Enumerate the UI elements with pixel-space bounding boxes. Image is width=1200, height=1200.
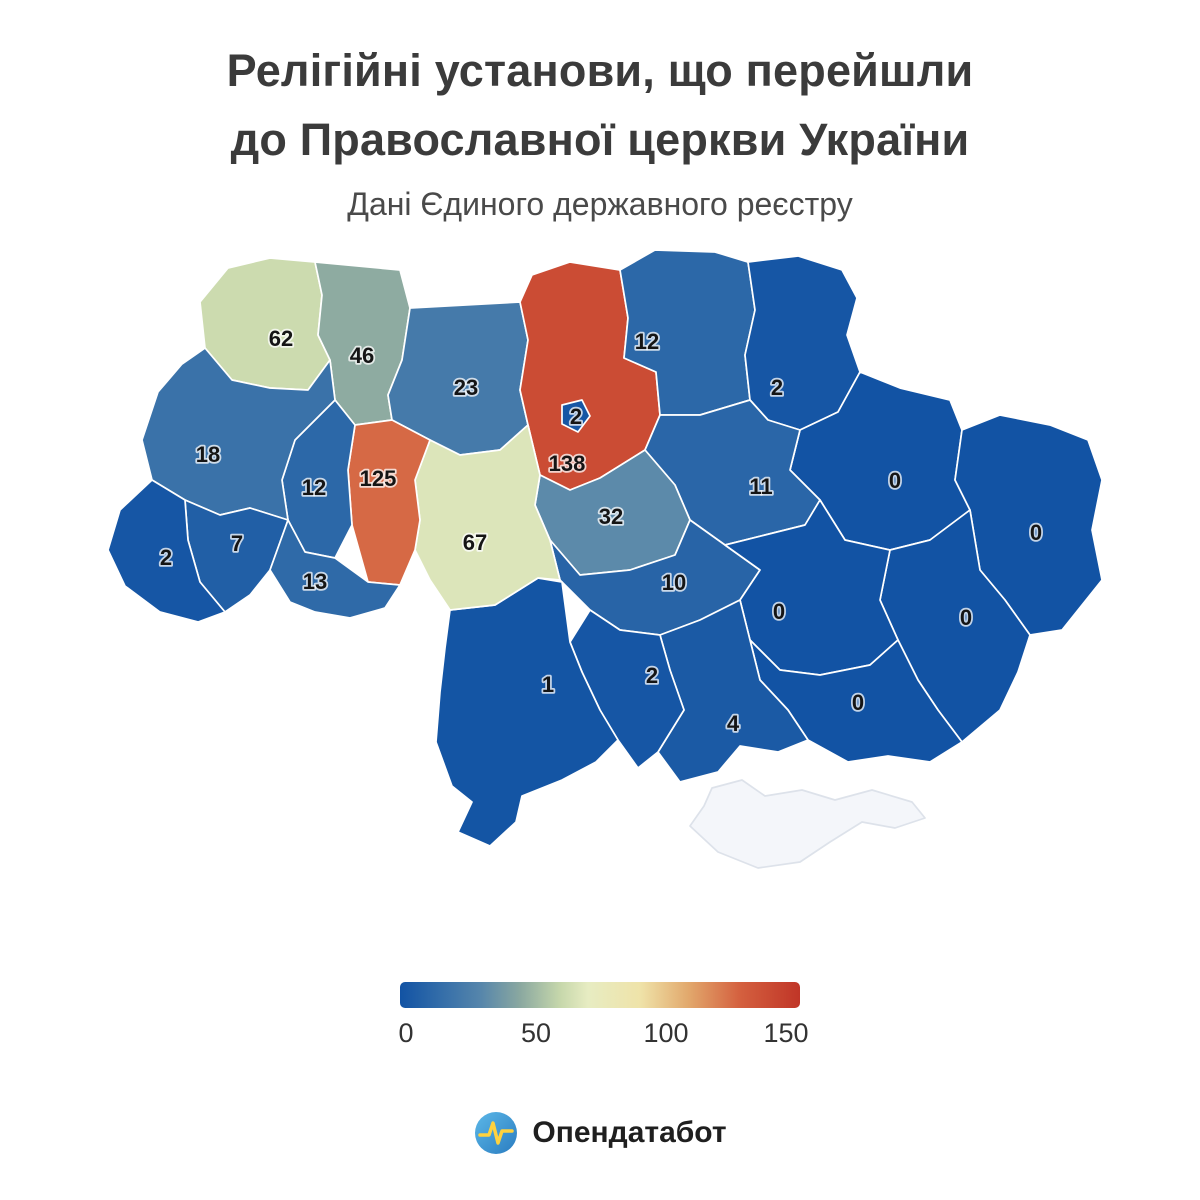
region-khmelnytskyi [347,419,431,586]
brand-name: Опендатабот [532,1116,727,1149]
page-title-line1: Релігійні установи, що перейшли [226,45,974,96]
region-value-khmelnytskyi: 125 [360,466,397,491]
region-value-vinnytsia: 67 [463,530,487,555]
region-value-zaporizhzhia: 0 [852,690,864,715]
region-value-donetsk: 0 [960,605,972,630]
region-zakarpattia [107,479,226,623]
region-kyiv-city [561,399,591,433]
region-value-sumy: 2 [771,375,783,400]
footer: Опендатабот [0,1110,1200,1156]
region-value-ivano-frankivsk: 7 [231,531,243,556]
region-value-zhytomyr: 23 [454,375,478,400]
region-value-kyiv-city: 2 [570,404,582,429]
region-value-poltava: 11 [749,474,772,499]
color-legend: 0 50 100 150 [398,982,809,1054]
region-value-odesa: 1 [542,672,554,697]
region-value-lviv: 18 [196,442,220,467]
region-value-kirovohrad: 10 [662,570,686,595]
region-crimea [689,779,926,869]
header: Релігійні установи, що перейшли до Право… [0,36,1200,223]
legend-tick-150: 150 [763,1018,809,1048]
region-odesa [435,577,619,847]
region-value-ternopil: 12 [302,475,326,500]
region-chernivtsi [269,519,401,619]
region-value-mykolaiv: 2 [646,663,658,688]
ukraine-map: 62 46 23 138 2 12 2 0 0 0 11 32 10 0 0 4 2 1 67 125 12 18 7 2 13 [107,249,1103,869]
region-value-luhansk: 0 [1030,520,1042,545]
opendatabot-logo-icon [475,1112,518,1154]
legend-ticks: 0 50 100 150 [398,1018,808,1054]
page-title: Релігійні установи, що перейшли до Право… [0,36,1200,174]
legend-tick-50: 50 [520,1018,552,1048]
legend-tick-0: 0 [398,1018,414,1048]
region-value-volyn: 62 [269,326,293,351]
region-value-chernivtsi: 13 [303,569,327,594]
map-container: 62 46 23 138 2 12 2 0 0 0 11 32 10 0 0 4 2 1 67 125 12 18 7 2 13 [100,240,1120,940]
region-value-kyiv-oblast: 138 [549,451,586,476]
region-value-rivne: 46 [350,343,374,368]
region-value-dnipro: 0 [773,599,785,624]
page-subtitle: Дані Єдиного державного реєстру [347,186,853,222]
legend-tick-100: 100 [643,1018,689,1048]
region-value-kharkiv: 0 [889,468,901,493]
region-value-chernihiv: 12 [635,329,659,354]
legend-gradient-bar [400,982,800,1008]
region-value-zakarpattia: 2 [160,545,172,570]
region-value-kherson: 4 [727,711,740,736]
region-value-cherkasy: 32 [599,504,623,529]
page-title-line2: до Православної церкви України [230,114,970,165]
